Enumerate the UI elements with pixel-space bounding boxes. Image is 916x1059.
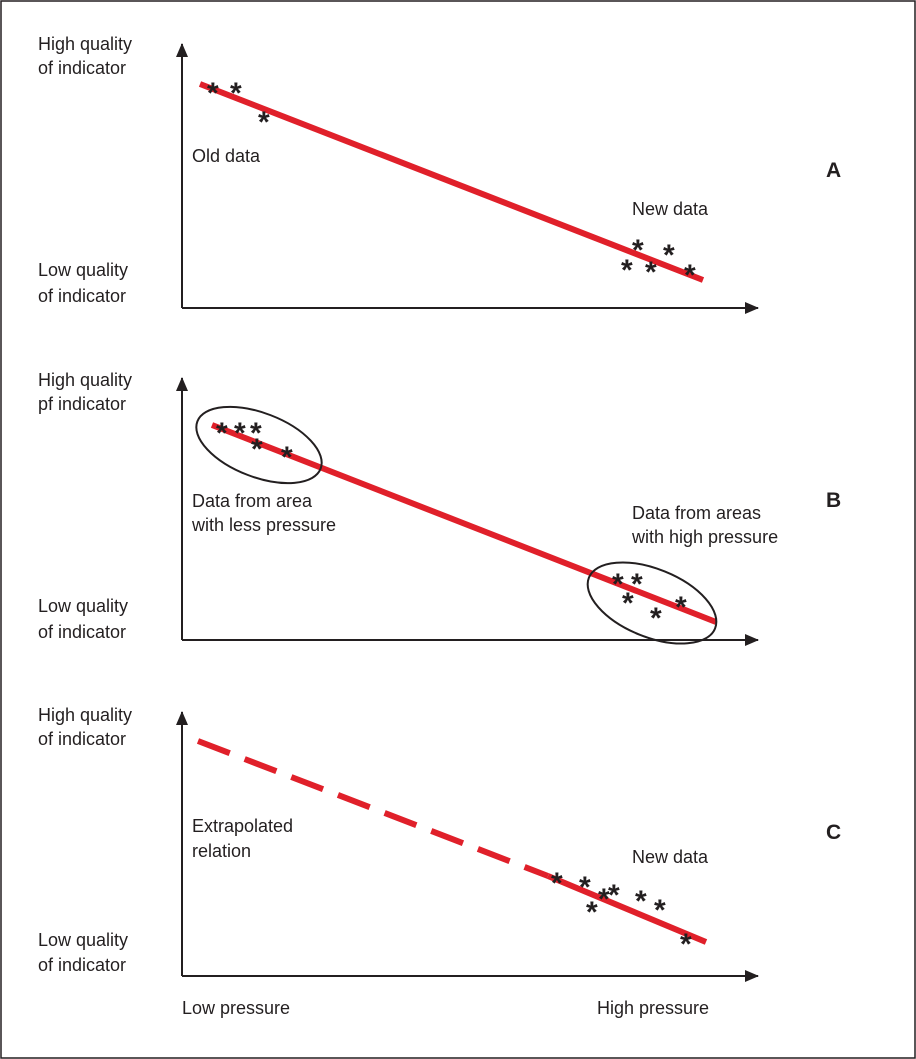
data-point: * (632, 234, 644, 267)
panel-b-trend-line (210, 422, 718, 625)
data-point: * (663, 239, 675, 272)
data-point: * (258, 106, 270, 139)
panel-a-trend-line (198, 81, 705, 283)
data-point: * (612, 568, 624, 601)
data-point: * (645, 256, 657, 289)
panel-a-data-points: * * * * * * * * (207, 77, 696, 292)
data-point: * (631, 568, 643, 601)
data-point: * (586, 896, 598, 929)
data-point: * (635, 885, 647, 918)
panel-b-letter: B (826, 489, 841, 512)
panel-c-letter: C (826, 821, 841, 844)
panel-b-y-high-label-1: High quality (38, 370, 132, 390)
panel-c-y-low-label-1: Low quality (38, 930, 128, 950)
data-point: * (680, 928, 692, 961)
panel-c-extrapolated-label-1: Extrapolated (192, 816, 293, 836)
panel-a-new-data-label: New data (632, 199, 709, 219)
panel-c-y-high-label-1: High quality (38, 705, 132, 725)
panel-b-y-high-label-2: pf indicator (38, 394, 126, 414)
data-point: * (650, 602, 662, 635)
data-point: * (230, 77, 242, 110)
panel-b-data-points: * * * * * * * * * * (216, 417, 687, 635)
data-point: * (551, 867, 563, 900)
panel-b-high-pressure-label-1: Data from areas (632, 503, 761, 523)
panel-b: High quality pf indicator Low quality of… (38, 370, 841, 646)
panel-a-y-high-label-2: of indicator (38, 58, 126, 78)
data-point: * (608, 879, 620, 912)
data-point: * (598, 883, 610, 916)
panel-a-y-low-label-2: of indicator (38, 286, 126, 306)
panel-a-y-low-label-1: Low quality (38, 260, 128, 280)
panel-c-extrapolated-line (196, 738, 550, 879)
data-point: * (579, 871, 591, 904)
panel-a-y-high-label-1: High quality (38, 34, 132, 54)
panel-b-less-pressure-label-2: with less pressure (191, 515, 336, 535)
panel-b-less-pressure-label-1: Data from area (192, 491, 313, 511)
panel-b-y-low-label-2: of indicator (38, 622, 126, 642)
data-point: * (684, 259, 696, 292)
panel-c: High quality of indicator Low quality of… (38, 705, 841, 1018)
data-point: * (675, 591, 687, 624)
data-point: * (250, 417, 262, 450)
data-point: * (207, 77, 219, 110)
panel-b-high-pressure-label-2: with high pressure (631, 527, 778, 547)
x-axis-low-pressure-label: Low pressure (182, 998, 290, 1018)
panel-b-low-pressure-cluster-ellipse (195, 405, 323, 485)
data-point: * (234, 417, 246, 450)
panel-a-old-data-label: Old data (192, 146, 261, 166)
panel-c-y-high-label-2: of indicator (38, 729, 126, 749)
panel-c-new-data-label: New data (632, 847, 709, 867)
data-point: * (251, 433, 263, 466)
panel-b-y-low-label-1: Low quality (38, 596, 128, 616)
panel-c-data-points: * * * * * * * * (551, 867, 692, 961)
x-axis-high-pressure-label: High pressure (597, 998, 709, 1018)
panel-c-extrapolated-label-2: relation (192, 841, 251, 861)
panel-c-trend-line (546, 873, 708, 945)
data-point: * (654, 894, 666, 927)
panel-a: High quality of indicator Low quality of… (38, 34, 841, 314)
data-point: * (621, 254, 633, 287)
data-point: * (281, 441, 293, 474)
panel-c-y-low-label-2: of indicator (38, 955, 126, 975)
data-point: * (622, 587, 634, 620)
data-point: * (216, 417, 228, 450)
panel-a-letter: A (826, 159, 841, 182)
panel-b-high-pressure-cluster-ellipse (586, 561, 718, 645)
